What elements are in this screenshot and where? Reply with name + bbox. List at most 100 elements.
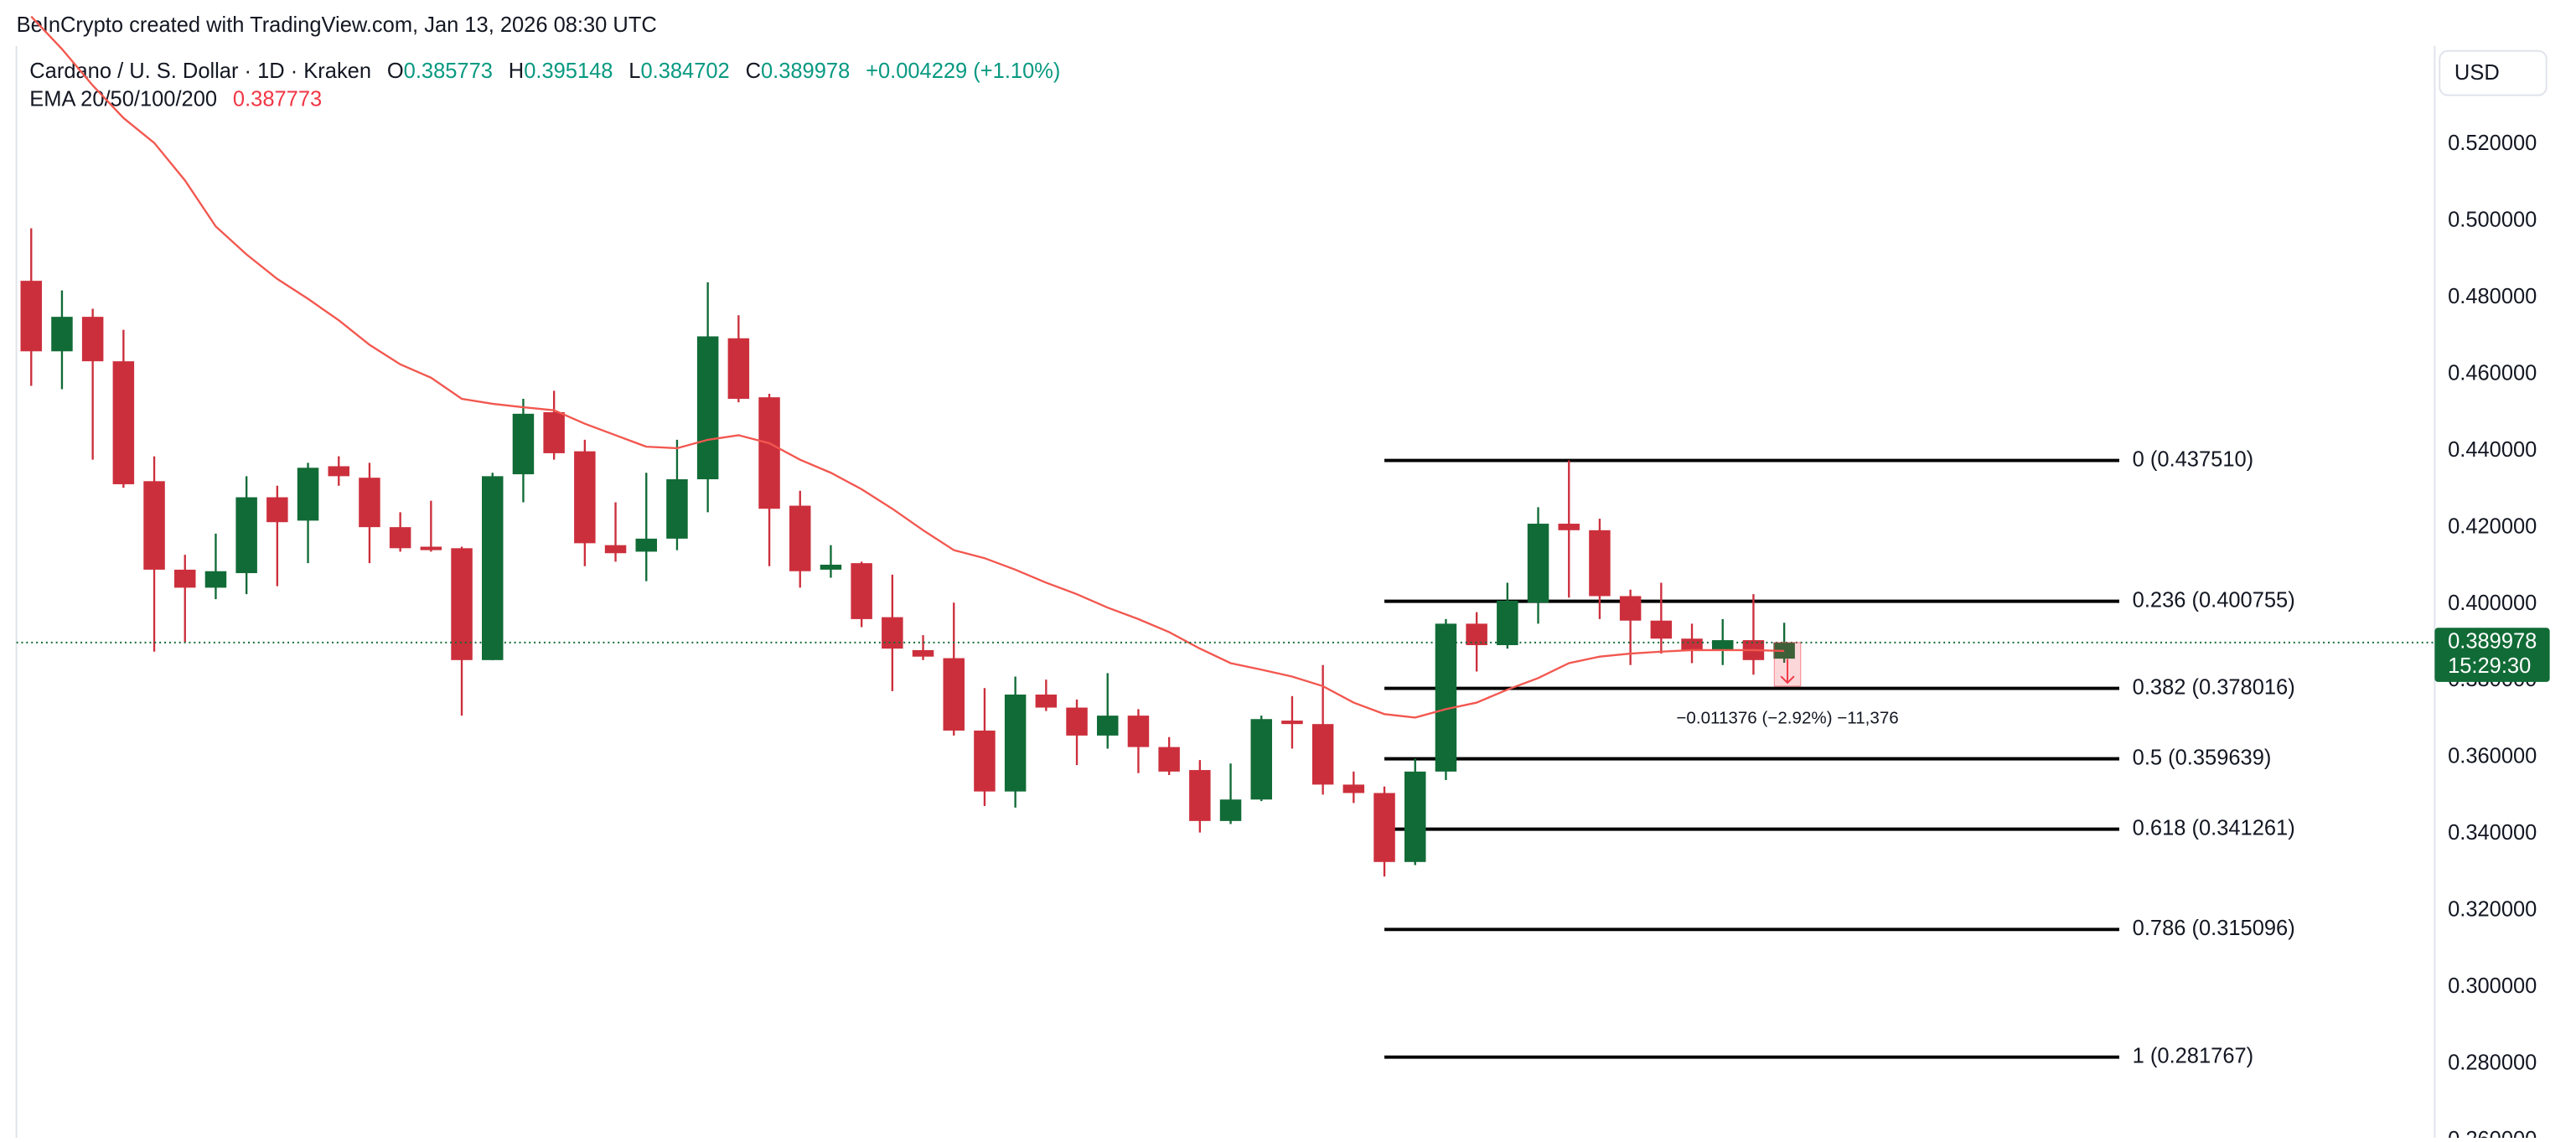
candle-body [851,563,872,619]
candle-body [1650,620,1673,639]
candle-body [635,538,657,552]
candle-body [696,336,719,480]
candle-body [882,617,903,649]
candle-body [789,505,811,571]
candle-body [1219,799,1242,821]
fib-label: 0.786 (0.315096) [2133,917,2295,940]
ohlc-value: 0.384702 [640,59,729,83]
candle-body [1342,784,1365,793]
measure-arrow [1780,659,1795,685]
ohlc-value: 0.395148 [524,59,613,83]
candle-body [1066,707,1088,736]
header: BeInCrypto created with TradingView.com,… [17,13,657,37]
price-tag-value: 0.389978 [2448,630,2537,654]
candle-body [1497,600,1518,645]
candle-body [604,545,627,554]
candle-body [727,338,750,399]
y-tick-label: 0.320000 [2448,898,2537,922]
candle-body [1250,719,1272,800]
candle-body [143,481,165,570]
currency-button[interactable] [2439,49,2548,96]
y-tick-label: 0.400000 [2448,592,2537,615]
change: +0.004229 (+1.10%) [866,59,1060,83]
candle-body [943,658,965,731]
y-tick-label: 0.520000 [2448,132,2537,155]
y-tick-label: 0.500000 [2448,209,2537,232]
ohlc-value: 0.385773 [404,59,493,83]
candle-body [912,649,934,657]
candle-body [974,730,996,792]
candle-body [204,571,227,588]
y-tick-label: 0.420000 [2448,514,2537,538]
candle-body [1558,524,1580,530]
candle-body [1619,596,1642,621]
candle-body [1004,694,1027,792]
candle-body [1096,716,1119,736]
candle-body [482,476,504,660]
ohlc-label: O [387,59,404,83]
ohlc-label: L [628,59,640,83]
candle-body [235,497,257,574]
candle-body [1158,747,1180,772]
candle-body [389,527,411,549]
y-tick-label: 0.360000 [2448,745,2537,768]
candle-body [543,411,565,453]
y-tick-label: 0.300000 [2448,974,2537,998]
candle-body [512,413,535,475]
candle-body [266,497,288,523]
candle-body [81,317,104,362]
candle-body [1189,770,1211,821]
y-tick-label: 0.280000 [2448,1051,2537,1074]
candle-body [1035,694,1058,708]
indicator-name: EMA 20/50/100/200 [29,87,217,111]
candle-body [1127,716,1150,747]
legend: Cardano / U. S. Dollar · 1D · Kraken O0.… [29,59,1060,83]
candle-body [420,546,442,550]
fib-label: 0.618 (0.341261) [2133,816,2295,840]
y-tick-label: 0.340000 [2448,821,2537,845]
fib-label: 0 (0.437510) [2133,447,2253,471]
candle-body [20,281,42,352]
candle-body [758,397,780,509]
y-tick-label: 0.440000 [2448,438,2537,462]
candle-body [1589,530,1611,597]
candle-body [359,478,380,528]
candle-body [1711,640,1734,650]
candle-body [1681,638,1703,650]
fib-label: 1 (0.281767) [2133,1044,2253,1067]
candle-body [574,451,596,544]
indicator-value: 0.387773 [233,87,322,111]
candle-body [51,317,73,352]
price-tag-countdown: 15:29:30 [2448,654,2531,678]
candle-body [666,479,688,539]
y-tick-label: 0.480000 [2448,285,2537,308]
ohlc-label: C [746,59,761,83]
measure-label: −0.011376 (−2.92%) −11,376 [1676,709,1898,728]
candle-body [112,361,135,484]
candle-body [1311,724,1334,785]
candle-body [1373,793,1395,862]
candle-body [174,569,196,588]
candle-body [451,548,473,660]
fib-label: 0.5 (0.359639) [2133,746,2272,769]
candle-body [1404,771,1426,862]
candle-body [1435,623,1457,772]
indicator-legend: EMA 20/50/100/200 0.387773 [29,87,322,111]
y-tick-label: 0.260000 [2448,1128,2537,1138]
y-tick-label: 0.460000 [2448,361,2537,385]
ema-line [30,15,1785,719]
fib-label: 0.236 (0.400755) [2133,588,2295,612]
candle-body [1527,524,1549,603]
candle-body [820,564,842,570]
price-tag [2434,628,2550,682]
currency-label: USD [2454,61,2500,85]
fib-label: 0.382 (0.378016) [2133,675,2295,699]
candle-body [328,466,349,477]
candle-body [1281,721,1303,725]
ohlc-label: H [509,59,524,83]
candle-body [1466,623,1487,645]
ohlc-value: 0.389978 [761,59,850,83]
